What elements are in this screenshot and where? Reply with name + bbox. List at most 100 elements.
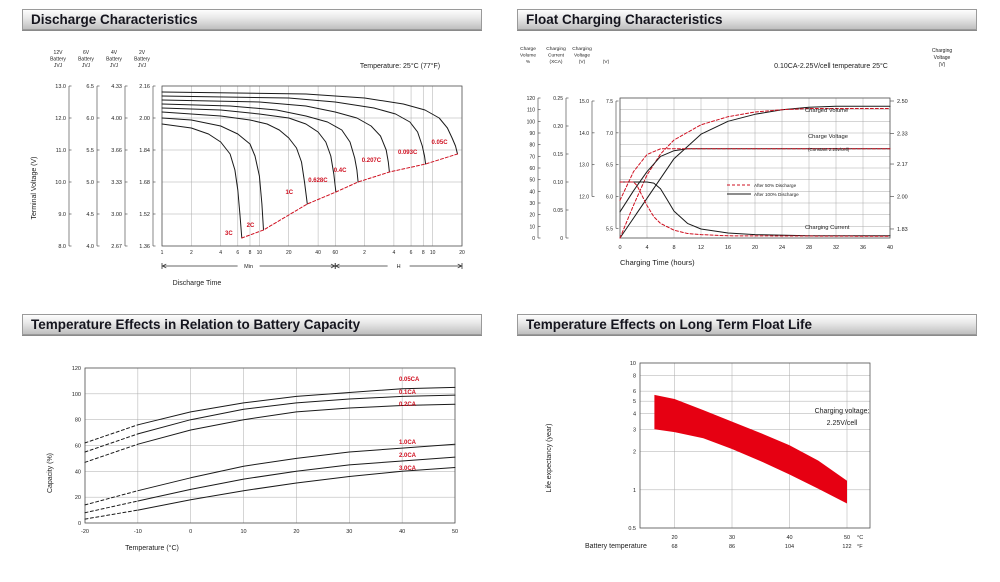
capacity-curve-2.0CA [137,456,456,502]
axis-column-header: 4V [111,50,118,56]
rate-label: 0.207C [362,158,382,164]
x-tick-hour: 10 [430,250,436,256]
float-curve-charged-volume-100 [619,105,891,239]
axis-column-header: 2V [139,50,146,56]
y-tick: 40 [75,469,81,475]
axis-value: 2.67 [111,244,122,250]
x-tick: 8 [672,245,675,251]
x-tick-celsius: 20 [671,535,677,541]
axis-unit: % [526,59,531,65]
axis-value: 1.52 [139,212,150,218]
x-tick-min: 4 [219,250,222,256]
x-tick: -10 [134,529,142,535]
axis-column-header: Charging [572,46,592,52]
axis-value: 12.0 [579,195,589,201]
axis-column-header: JVJ [82,63,91,69]
axis-value: 0.05 [553,208,563,214]
life-expectancy-band [654,394,847,504]
axis-value: 4.33 [111,84,122,90]
x-tick: 0 [189,529,192,535]
rate-label: 0.4C [334,168,347,174]
y-tick: 2 [633,450,636,456]
plot-border [161,85,463,247]
axis-value: 70 [529,154,535,160]
axis-value: 110 [527,108,535,114]
x-tick: 32 [833,245,839,251]
x-tick-fahrenheit: 86 [729,544,735,550]
x-tick: -20 [81,529,89,535]
x-tick-fahrenheit: 104 [785,544,794,550]
axis-value: 90 [529,131,535,137]
y-tick: 6 [633,389,636,395]
x-tick-fahrenheit: 68 [671,544,677,550]
axis-column-header: JVJ [54,63,63,69]
x-tick: 36 [860,245,866,251]
axis-value: 50 [529,178,535,184]
y-tick: 4 [633,411,636,417]
float-curve-charge-voltage-50 [619,148,891,201]
rate-label: 2C [247,223,255,229]
axis-value: 6.5 [606,163,613,169]
y-tick: 20 [75,495,81,501]
capacity-curve-0.1CA [137,394,456,435]
axis-column-header: Battery [134,57,150,63]
y-axis-title: Terminal Voltage (V) [31,156,38,219]
x-tick-celsius: 30 [729,535,735,541]
capacity-curve-dashed-3.0CA [84,509,139,520]
x-tick-min: 20 [286,250,292,256]
axis-value: 9.0 [58,212,66,218]
discharge-curve-2C [161,117,264,231]
x-tick-fahrenheit: 122 [842,544,851,550]
discharge-curve-0.207C [161,99,390,173]
axis-value: 10.0 [55,180,66,186]
x-tick: 24 [779,245,785,251]
axis-value: 0.25 [553,96,563,102]
plot-border [619,97,891,239]
label-charge-voltage: Charge Voltage [808,134,848,140]
axis-column-header: Charge [520,46,536,52]
cutoff-voltage-curve [241,153,458,239]
bracket-label: Min [244,264,253,270]
discharge-curve-3C [161,123,243,239]
y-tick: 120 [72,366,81,372]
axis-value: 3.66 [111,148,122,154]
axis-unit: (V) [579,59,586,65]
axis-value: 1.84 [139,148,150,154]
axis-value: 12.0 [55,116,66,122]
float-curve-charging-current-50 [619,181,891,237]
label-charging-current: Charging Current [805,225,850,231]
x-tick: 30 [346,529,352,535]
axis-value: 13.0 [55,84,66,90]
axis-column-header: Volume [520,53,536,59]
axis-value: 20 [529,213,535,219]
axis-value: 3.00 [111,212,122,218]
x-tick-hour: 6 [410,250,413,256]
axis-value: 120 [527,96,536,102]
panel-title-float-charging: Float Charging Characteristics [526,12,723,27]
plot-border [84,367,456,524]
discharge-curve-0.093C [161,95,427,165]
rate-label: 0.05CA [399,377,420,383]
axis-value-right: 2.50 [897,99,908,105]
discharge-characteristics-chart: 12VBatteryJVJ13.012.011.010.09.08.06VBat… [31,50,465,287]
axis-value: 2.16 [139,84,150,90]
axis-value: 0 [560,236,563,242]
axis-value: 0 [532,236,535,242]
axis-value: 11.0 [56,148,66,154]
x-tick: 40 [399,529,405,535]
axis-unit: (XCA) [549,59,562,65]
axis-column-header: JVJ [110,63,119,69]
capacity-curve-dashed-0.05CA [84,424,139,444]
axis-value-right: 2.17 [897,162,908,168]
panel-title-float-life: Temperature Effects on Long Term Float L… [526,317,813,332]
axis-value: 30 [529,201,535,207]
capacity-curve-dashed-0.2CA [84,443,139,463]
y-tick: 1 [633,488,636,494]
axis-column-header: Battery [50,57,66,63]
axis-unit: (V) [603,59,610,65]
x-tick: 4 [645,245,648,251]
axis-value: 5.5 [86,148,94,154]
x-tick: 28 [806,245,812,251]
x-axis-title: Charging Time (hours) [620,258,695,267]
legend-label-50: After 50% Discharge [754,183,797,188]
